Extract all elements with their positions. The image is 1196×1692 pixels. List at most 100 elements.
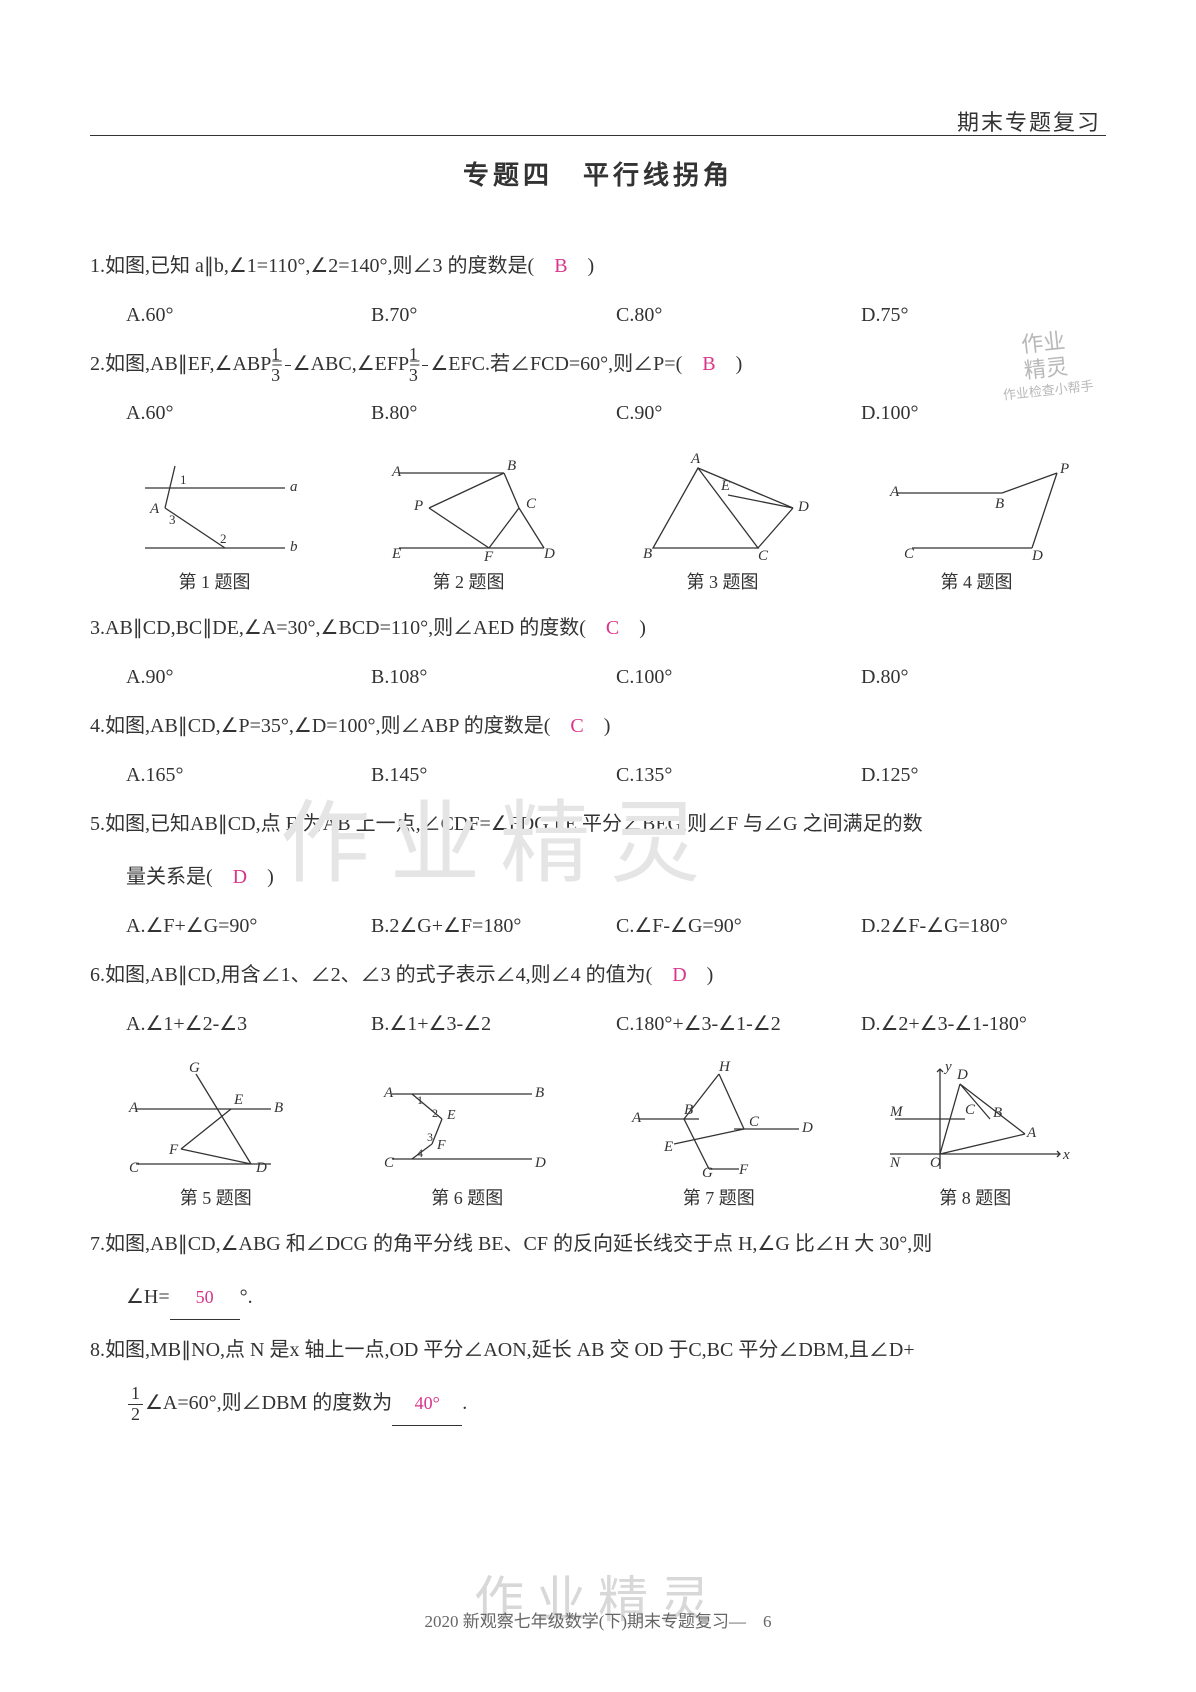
q4-opt-c: C.135° [616,755,861,795]
svg-text:F: F [738,1162,749,1178]
header-rule [90,135,1106,136]
q5-text2: ) [247,866,274,888]
q5-options: A.∠F+∠G=90° B.2∠G+∠F=180° C.∠F-∠G=90° D.… [90,906,1106,946]
q2-opt-d: D.100° [861,393,1106,433]
svg-text:3: 3 [427,1130,433,1144]
svg-text:C: C [526,496,537,512]
svg-text:B: B [643,546,652,562]
q2-frac2: 13 [422,345,428,386]
svg-text:C: C [965,1102,976,1118]
question-4: 4.如图,AB∥CD,∠P=35°,∠D=100°,则∠ABP 的度数是( C … [90,702,1106,750]
q6-options: A.∠1+∠2-∠3 B.∠1+∠3-∠2 C.180°+∠3-∠1-∠2 D.… [90,1004,1106,1044]
svg-text:P: P [413,498,423,514]
fig8-caption: 第 8 题图 [875,1184,1075,1210]
q3-text: 3.AB∥CD,BC∥DE,∠A=30°,∠BCD=110°,则∠AED 的度数… [90,617,606,639]
q8-text1: 8.如图,MB∥NO,点 N 是x 轴上一点,OD 平分∠AON,延长 AB 交… [90,1339,915,1361]
q8-frac: 12 [128,1384,143,1425]
svg-text:F: F [168,1142,179,1158]
question-1: 1.如图,已知 a∥b,∠1=110°,∠2=140°,则∠3 的度数是( B … [90,242,1106,290]
q3-text2: ) [619,617,646,639]
svg-text:D: D [1031,548,1043,563]
svg-text:O: O [930,1155,941,1171]
q2-frac1-num: 1 [285,345,291,366]
q7-l2b: °. [240,1286,253,1308]
q4-options: A.165° B.145° C.135° D.125° [90,755,1106,795]
svg-text:2: 2 [432,1106,438,1120]
svg-text:C: C [129,1160,140,1176]
svg-text:D: D [797,499,809,515]
svg-text:D: D [534,1155,546,1171]
svg-text:N: N [889,1155,901,1171]
q6-opt-a: A.∠1+∠2-∠3 [126,1004,371,1044]
q7-text1: 7.如图,AB∥CD,∠ABG 和∠DCG 的角平分线 BE、CF 的反向延长线… [90,1233,932,1255]
q1-opt-b: B.70° [371,295,616,335]
q2-t4: ) [716,353,743,375]
question-8: 8.如图,MB∥NO,点 N 是x 轴上一点,OD 平分∠AON,延长 AB 交… [90,1326,1106,1374]
svg-text:A: A [889,484,900,500]
q8-blank: 40° [392,1382,462,1426]
figure-4: A B C D P 第 4 题图 [882,448,1072,594]
q7-blank: 50 [170,1276,240,1320]
svg-text:C: C [904,546,915,562]
question-8-line2: 12∠A=60°,则∠DBM 的度数为40°. [90,1379,1106,1427]
q2-frac1-den: 3 [285,366,291,386]
q2-opt-c: C.90° [616,393,861,433]
q5-text: 5.如图,已知AB∥CD,点 E 为AB 上一点,∠CDF=∠FDG,FE 平分… [90,813,923,835]
figure-1: a b A 1 2 3 第 1 题图 [125,448,305,594]
svg-text:D: D [255,1160,267,1176]
header-section-title: 期末专题复习 [957,105,1101,137]
q1-text: 1.如图,已知 a∥b,∠1=110°,∠2=140°,则∠3 的度数是( [90,255,554,277]
q2-opt-b: B.80° [371,393,616,433]
q5-text-l2: 量关系是( [126,866,233,888]
q5-opt-a: A.∠F+∠G=90° [126,906,371,946]
q4-text2: ) [584,715,611,737]
svg-text:A: A [1026,1125,1037,1141]
q3-opt-b: B.108° [371,657,616,697]
figure-5: A B C D E F G 第 5 题图 [121,1059,311,1210]
figure-8: M N O x y A B C D 第 8 题图 [875,1059,1075,1210]
question-5-line2: 量关系是( D ) [90,853,1106,901]
svg-text:B: B [535,1085,544,1101]
q8-frac-den: 2 [128,1405,143,1425]
svg-text:A: A [690,451,701,467]
q2-options: A.60° B.80° C.90° D.100° [90,393,1106,433]
q1-options: A.60° B.70° C.80° D.75° [90,295,1106,335]
q2-answer: B [702,353,715,375]
q7-l2a: ∠H= [126,1286,170,1308]
q3-opt-a: A.90° [126,657,371,697]
fig4-caption: 第 4 题图 [882,568,1072,594]
q6-opt-b: B.∠1+∠3-∠2 [371,1004,616,1044]
svg-text:C: C [384,1155,395,1171]
question-7-line2: ∠H=50°. [90,1273,1106,1321]
svg-text:3: 3 [169,512,176,527]
q8-frac-num: 1 [128,1384,143,1405]
question-7: 7.如图,AB∥CD,∠ABG 和∠DCG 的角平分线 BE、CF 的反向延长线… [90,1220,1106,1268]
q6-answer: D [672,964,686,986]
q2-t2: ∠ABC,∠EFP= [293,353,421,375]
q4-opt-b: B.145° [371,755,616,795]
svg-text:D: D [543,546,555,562]
q6-opt-d: D.∠2+∠3-∠1-180° [861,1004,1106,1044]
q5-opt-d: D.2∠F-∠G=180° [861,906,1106,946]
q4-opt-a: A.165° [126,755,371,795]
q6-text: 6.如图,AB∥CD,用含∠1、∠2、∠3 的式子表示∠4,则∠4 的值为( [90,964,672,986]
q2-opt-a: A.60° [126,393,371,433]
svg-text:P: P [1059,461,1069,477]
svg-text:a: a [290,479,298,495]
q6-text2: ) [687,964,714,986]
q3-answer: C [606,617,619,639]
svg-text:B: B [993,1105,1002,1121]
svg-text:D: D [956,1067,968,1083]
q2-frac2-den: 3 [422,366,428,386]
question-5: 5.如图,已知AB∥CD,点 E 为AB 上一点,∠CDF=∠FDG,FE 平分… [90,800,1106,848]
q1-answer: B [554,255,567,277]
svg-text:B: B [995,496,1004,512]
fig2-caption: 第 2 题图 [374,568,564,594]
figure-7: A B C D E F G H 第 7 题图 [624,1059,814,1210]
q2-frac1: 13 [285,345,291,386]
svg-text:1: 1 [180,472,187,487]
svg-text:G: G [189,1060,200,1076]
svg-text:G: G [702,1165,713,1179]
q4-text: 4.如图,AB∥CD,∠P=35°,∠D=100°,则∠ABP 的度数是( [90,715,570,737]
q2-t1: 2.如图,AB∥EF,∠ABP= [90,353,283,375]
